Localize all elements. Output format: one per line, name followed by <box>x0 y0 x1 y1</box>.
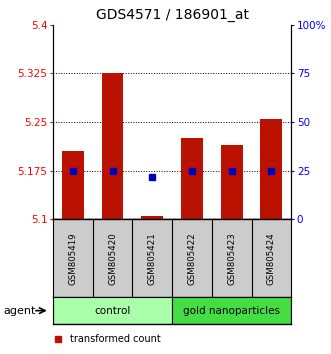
Title: GDS4571 / 186901_at: GDS4571 / 186901_at <box>96 8 249 22</box>
Text: agent: agent <box>3 306 36 316</box>
Text: GSM805424: GSM805424 <box>267 232 276 285</box>
Text: GSM805419: GSM805419 <box>68 232 77 285</box>
Bar <box>260 119 282 219</box>
Bar <box>102 73 123 219</box>
Text: gold nanoparticles: gold nanoparticles <box>183 306 280 316</box>
Text: GSM805422: GSM805422 <box>187 232 197 285</box>
Text: GSM805421: GSM805421 <box>148 232 157 285</box>
FancyBboxPatch shape <box>172 297 291 324</box>
Bar <box>62 151 84 219</box>
Bar <box>221 145 243 219</box>
Bar <box>181 138 203 219</box>
Text: transformed count: transformed count <box>70 334 161 344</box>
Text: GSM805420: GSM805420 <box>108 232 117 285</box>
Text: GSM805423: GSM805423 <box>227 232 236 285</box>
FancyBboxPatch shape <box>53 297 172 324</box>
Bar <box>141 216 163 219</box>
Text: control: control <box>94 306 131 316</box>
